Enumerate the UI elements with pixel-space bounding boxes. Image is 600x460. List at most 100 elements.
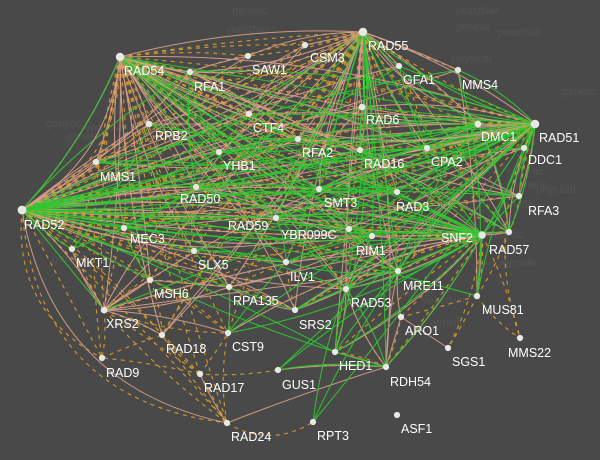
node-snf2[interactable] <box>478 231 486 239</box>
node-label-rad3: RAD3 <box>396 200 429 214</box>
edge-genetic <box>312 270 399 423</box>
node-xrs2[interactable] <box>100 306 108 314</box>
node-ilv1[interactable] <box>282 258 290 266</box>
node-rim1[interactable] <box>368 232 376 240</box>
edge-genetic <box>193 250 230 288</box>
edge-yeastnet <box>149 279 229 334</box>
node-rad9[interactable] <box>98 354 106 362</box>
edge-yeastnet <box>119 56 479 125</box>
edge-physical <box>228 235 373 288</box>
edge-yeastnet <box>119 52 249 58</box>
edge-genetic <box>21 69 459 211</box>
node-rad3[interactable] <box>393 188 401 196</box>
node-label-rpb2: RPB2 <box>155 129 188 143</box>
edge-yeastnet <box>21 209 151 281</box>
node-rad16[interactable] <box>356 146 364 154</box>
node-rfa2[interactable] <box>294 135 302 143</box>
node-smt3[interactable] <box>315 185 323 193</box>
node-dmc1[interactable] <box>474 120 482 128</box>
node-rad59[interactable] <box>272 214 280 222</box>
node-mms4[interactable] <box>454 66 462 74</box>
node-ybr099c[interactable] <box>345 225 353 233</box>
node-layer[interactable] <box>17 27 540 427</box>
node-mms1[interactable] <box>92 158 100 166</box>
edge-genetic <box>119 56 350 230</box>
node-mus81[interactable] <box>473 292 481 300</box>
node-rad6[interactable] <box>358 103 366 111</box>
node-msh6[interactable] <box>146 276 154 284</box>
node-saw1[interactable] <box>244 52 252 60</box>
watermark-text: genetic <box>503 257 539 269</box>
edge-yeastnet <box>71 248 105 311</box>
node-cpa2[interactable] <box>423 144 431 152</box>
edge-genetic <box>248 113 299 140</box>
edge-yeastnet <box>218 113 250 153</box>
edge-yeastnet <box>21 209 229 334</box>
arc-edge-yeastnet <box>21 209 228 424</box>
node-rad18[interactable] <box>158 331 166 339</box>
edge-genetic <box>312 123 536 423</box>
edge-yeastnet <box>195 186 399 272</box>
edge-physical <box>119 56 163 336</box>
node-gfa1[interactable] <box>395 62 403 70</box>
edge-genetic <box>119 56 510 233</box>
edge-yeastnet <box>119 44 306 58</box>
edge-genetic <box>248 113 483 236</box>
node-csm3[interactable] <box>301 41 309 49</box>
edge-genetic <box>277 363 387 371</box>
edge-yeastnet <box>21 65 400 211</box>
watermark-text: physical <box>101 139 141 151</box>
edge-yeastnet <box>481 234 521 339</box>
node-rpa135[interactable] <box>225 283 233 291</box>
node-srs2[interactable] <box>291 306 299 314</box>
edge-physical <box>103 234 483 311</box>
node-rad51[interactable] <box>530 119 540 129</box>
node-rpb2[interactable] <box>145 120 153 128</box>
arc-edge-yeastnet <box>362 31 536 126</box>
node-hed1[interactable] <box>331 348 339 356</box>
node-rfa3[interactable] <box>515 192 523 200</box>
node-sgs1[interactable] <box>444 344 452 352</box>
edge-genetic <box>362 31 399 272</box>
edge-genetic <box>457 69 536 125</box>
node-rad54[interactable] <box>115 52 125 62</box>
node-rad17[interactable] <box>196 370 204 378</box>
watermark-text: genetic <box>113 317 149 329</box>
node-ctf4[interactable] <box>245 110 253 118</box>
node-yhb1[interactable] <box>215 148 223 156</box>
edge-genetic <box>227 261 287 334</box>
edge-genetic <box>312 288 347 423</box>
node-aro1[interactable] <box>397 313 405 321</box>
node-cst9[interactable] <box>224 329 232 337</box>
node-mms22[interactable] <box>516 334 524 342</box>
node-rfa1[interactable] <box>186 68 194 76</box>
edge-genetic <box>187 71 197 188</box>
node-rpt3[interactable] <box>309 418 317 426</box>
node-mkt1[interactable] <box>68 245 76 253</box>
node-rad55[interactable] <box>358 27 368 37</box>
node-rad53[interactable] <box>342 285 350 293</box>
node-rad57[interactable] <box>505 228 513 236</box>
node-label-hed1: HED1 <box>339 359 372 373</box>
edge-physical <box>294 31 364 311</box>
node-mec3[interactable] <box>120 224 128 232</box>
edge-physical <box>218 123 536 153</box>
node-mre11[interactable] <box>394 267 402 275</box>
node-rad52[interactable] <box>17 205 27 215</box>
edge-genetic <box>359 106 363 151</box>
node-rdh54[interactable] <box>382 363 390 371</box>
watermark-text: yeastNet <box>455 5 498 17</box>
node-ddc1[interactable] <box>520 144 528 152</box>
arc-edge-physical <box>21 209 228 424</box>
node-rad24[interactable] <box>223 419 231 427</box>
edge-yeastnet <box>119 56 197 188</box>
node-slx5[interactable] <box>190 247 198 255</box>
edge-genetic <box>119 56 479 125</box>
watermark-text: physical <box>254 219 294 231</box>
node-gus1[interactable] <box>274 366 282 374</box>
node-asf1[interactable] <box>393 411 401 419</box>
node-rad50[interactable] <box>192 183 200 191</box>
watermark-text: genetic <box>66 131 102 143</box>
